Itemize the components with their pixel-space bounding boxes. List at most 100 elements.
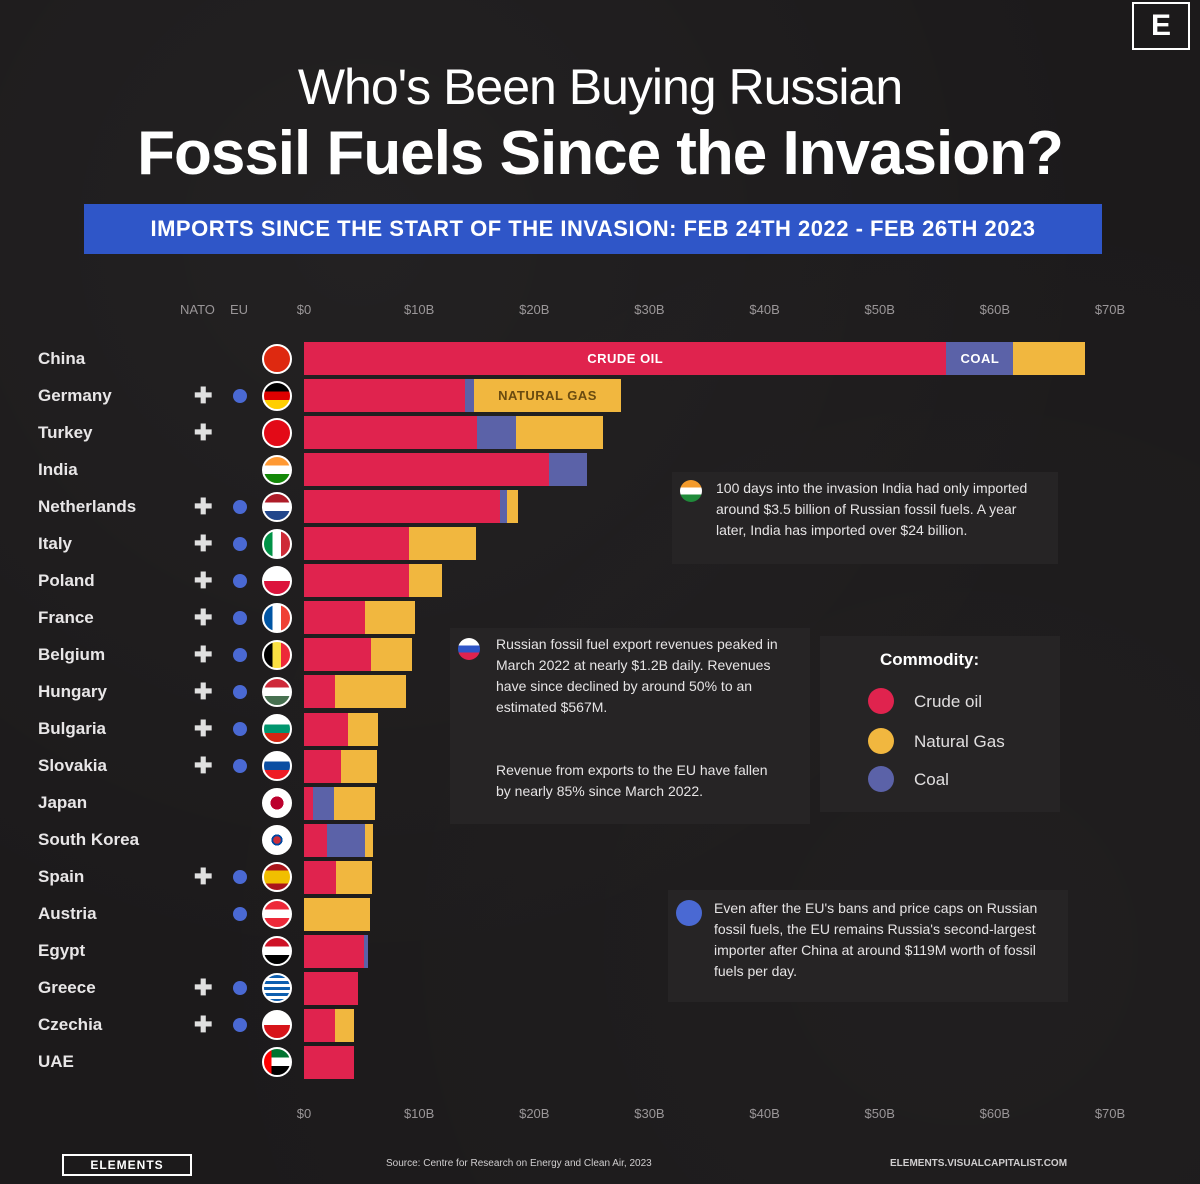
flag-icon [262,973,292,1004]
nato-star-icon: ✚ [194,753,213,779]
flag-icon [262,936,292,967]
subtitle-banner: IMPORTS SINCE THE START OF THE INVASION:… [84,204,1102,254]
bar-segment [304,564,409,598]
flag-icon [262,1047,292,1078]
crude-oil-bar-label: CRUDE OIL [587,351,664,366]
flag-icon [262,528,292,559]
legend: Commodity: Crude oil Natural Gas Coal [820,636,1060,812]
x-tick-label-bottom: $10B [403,1106,435,1121]
bar-segment [304,897,370,931]
eu-dot-icon [233,1018,247,1033]
bar-segment [304,379,466,413]
nato-star-icon: ✚ [194,864,213,890]
india-flag-icon [680,480,702,502]
country-label: Greece [38,978,96,998]
eu-dot-icon [233,388,247,403]
bar-segment [304,675,336,709]
legend-coal-label: Coal [914,770,949,789]
eu-dot-icon [233,759,247,774]
eu-dot-icon [233,907,247,922]
country-label: Hungary [38,681,107,701]
country-label: Slovakia [38,756,107,776]
bar-segment [304,490,500,524]
nato-column-header: NATO [180,302,215,317]
eu-dot-icon [233,722,247,736]
title-line-2: Fossil Fuels Since the Invasion? [137,119,1064,188]
russia-note-text-2: Revenue from exports to the EU have fall… [496,762,768,799]
bar-segment [304,786,314,820]
legend-crude-oil-swatch [868,688,894,714]
coal-bar-label: COAL [960,351,1000,366]
bar-segment [515,416,604,450]
natural-gas-bar-label: NATURAL GAS [498,388,597,404]
flag-icon [262,714,292,744]
legend-coal-swatch [868,766,894,792]
country-label: Egypt [38,941,86,961]
bar-segment [304,601,366,635]
legend-natural-gas-swatch [868,728,894,754]
nato-star-icon: ✚ [194,493,213,519]
eu-note-box: Even after the EU's bans and price caps … [668,890,1068,1002]
eu-dot-icon [233,684,247,699]
country-label: Turkey [38,422,93,442]
flag-icon [262,676,292,707]
india-note-box: 100 days into the invasion India had onl… [672,472,1058,564]
russia-note-box: Russian fossil fuel export revenues peak… [450,628,810,824]
country-label: Japan [38,793,88,813]
country-label: Italy [38,533,73,553]
bar-segment [549,453,588,487]
bar-segment [506,490,519,524]
x-tick-label-top: $0 [296,302,312,317]
x-tick-label-bottom: $40B [749,1106,780,1121]
x-tick-label-top: $70B [1094,302,1126,317]
country-label: Belgium [38,644,106,664]
bar-segment [304,453,550,487]
bar-segment [408,564,443,598]
eu-dot-icon [233,981,247,996]
eu-dot-icon [676,900,702,926]
flag-icon [262,899,292,930]
footer-source: Source: Centre for Research on Energy an… [386,1158,652,1169]
flag-icon [262,380,292,411]
flag-icon [262,825,292,856]
bar-segment [304,342,947,375]
bar-segment [304,527,409,561]
nato-star-icon: ✚ [194,382,213,408]
bar-segment [1013,342,1085,375]
bar-segment [946,342,1014,375]
bar-segment [304,712,348,746]
bar-segment [363,934,369,968]
x-tick-label-bottom: $30B [634,1106,665,1121]
flag-icon [262,788,292,819]
bar-segment [370,638,413,672]
bar-segment [333,786,376,820]
country-label: China [38,348,86,368]
flag-icon [262,454,292,485]
country-label: Bulgaria [38,719,107,738]
bar-segment [336,860,372,894]
flag-icon [262,751,292,782]
bar-segment [304,749,341,783]
bar-segment [304,823,328,857]
nato-star-icon: ✚ [194,975,213,1001]
elements-logo-badge: E [1132,2,1190,50]
russia-note-text-1: Russian fossil fuel export revenues peak… [496,636,778,715]
bar-segment [304,1008,336,1042]
flag-icon [262,639,292,670]
bar-segment [304,971,359,1005]
x-tick-label-top: $30B [634,302,665,317]
flag-icon [262,417,292,448]
eu-dot-icon [233,610,247,625]
country-label: India [38,459,78,479]
bar-segment [313,786,334,820]
bar-segment [335,675,407,709]
eu-dot-icon [233,647,247,662]
nato-star-icon: ✚ [194,567,213,593]
flag-icon [262,343,292,374]
bar-segment [304,1045,354,1079]
footer-url: ELEMENTS.VISUALCAPITALIST.COM [890,1158,1068,1169]
x-tick-label-bottom: $50B [864,1106,895,1121]
bar-segment [476,416,516,450]
bar-segment [465,379,475,413]
